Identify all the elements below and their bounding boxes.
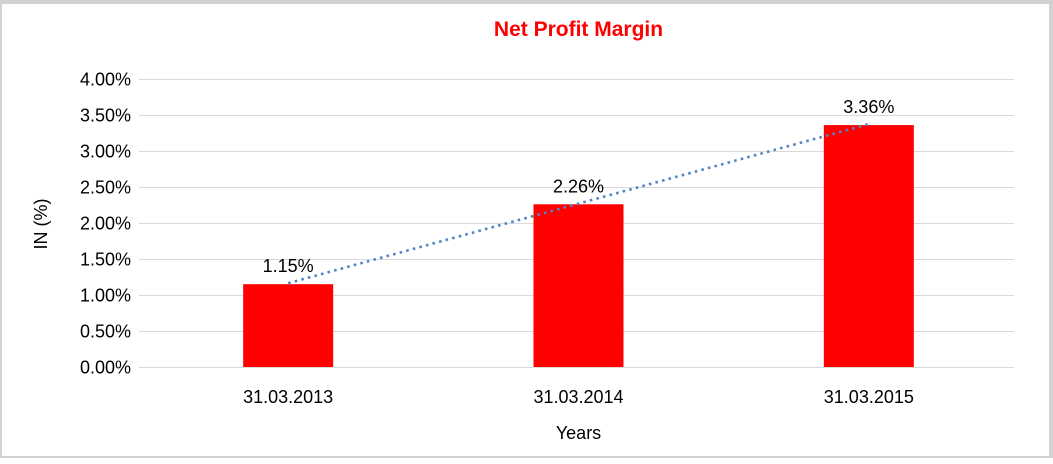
- bar-value-label: 3.36%: [843, 97, 894, 117]
- y-tick-label: 1.00%: [80, 286, 131, 306]
- x-axis-title: Years: [555, 423, 602, 443]
- x-tick-label: 31.03.2014: [533, 387, 623, 407]
- bar-value-label: 2.26%: [553, 176, 604, 196]
- y-tick-label: 2.00%: [80, 214, 131, 234]
- x-tick-label: 31.03.2015: [824, 387, 914, 407]
- trendline: [287, 122, 870, 285]
- y-tick-label: 2.50%: [80, 178, 131, 198]
- bar: [243, 284, 334, 367]
- bar: [533, 204, 624, 367]
- y-tick-label: 1.50%: [80, 250, 131, 270]
- bar-value-label: 1.15%: [263, 256, 314, 276]
- y-tick-label: 3.50%: [80, 106, 131, 126]
- x-tick-label: 31.03.2013: [243, 387, 333, 407]
- y-tick-label: 0.00%: [80, 358, 131, 378]
- chart-title: Net Profit Margin: [493, 18, 664, 41]
- y-tick-label: 3.00%: [80, 142, 131, 162]
- bar: [823, 125, 914, 367]
- y-tick-label: 0.50%: [80, 322, 131, 342]
- y-tick-label: 4.00%: [80, 70, 131, 90]
